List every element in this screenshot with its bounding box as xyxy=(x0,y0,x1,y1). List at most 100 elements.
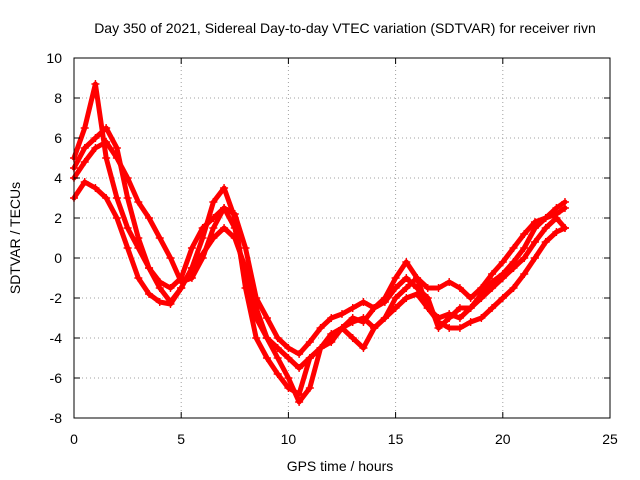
data-point xyxy=(112,154,121,162)
data-point xyxy=(413,274,422,282)
data-point xyxy=(112,144,121,152)
data-point xyxy=(509,244,518,252)
gridlines xyxy=(74,58,610,418)
data-point xyxy=(123,244,132,252)
y-tick-label: -8 xyxy=(50,410,63,426)
data-point xyxy=(252,294,261,302)
data-point xyxy=(80,124,89,132)
data-point xyxy=(273,354,282,362)
data-point xyxy=(391,274,400,282)
data-point xyxy=(541,238,550,246)
data-point xyxy=(284,354,293,362)
data-point xyxy=(530,254,539,262)
y-tick-label: 10 xyxy=(46,50,62,66)
data-point xyxy=(134,198,143,206)
data-point xyxy=(560,224,569,232)
data-point xyxy=(187,244,196,252)
y-tick-label: -2 xyxy=(50,290,63,306)
data-point xyxy=(220,204,229,212)
data-point xyxy=(509,284,518,292)
data-point xyxy=(305,338,314,346)
data-point xyxy=(402,274,411,282)
data-point xyxy=(338,324,346,332)
data-point xyxy=(316,324,325,332)
data-point xyxy=(295,398,304,406)
data-point xyxy=(273,334,282,342)
data-point xyxy=(305,384,314,392)
data-point xyxy=(273,344,282,352)
y-tick-label: -4 xyxy=(50,330,63,346)
data-point xyxy=(145,290,154,298)
data-point xyxy=(423,284,432,292)
data-point xyxy=(284,374,293,382)
x-tick-label: 25 xyxy=(602,431,618,447)
data-point xyxy=(402,284,411,292)
data-point xyxy=(220,224,229,232)
data-point xyxy=(434,284,443,292)
data-point xyxy=(134,274,143,282)
data-point xyxy=(145,264,154,272)
data-point xyxy=(530,238,539,246)
data-point xyxy=(477,314,486,322)
data-point xyxy=(552,210,561,218)
data-point xyxy=(305,354,314,362)
data-point xyxy=(80,158,89,166)
data-point xyxy=(488,284,497,292)
data-point xyxy=(488,304,497,312)
data-point xyxy=(520,270,529,278)
data-point xyxy=(348,304,357,312)
x-tick-label: 5 xyxy=(177,431,185,447)
data-point xyxy=(391,294,400,302)
data-point xyxy=(359,298,368,306)
data-point xyxy=(155,234,164,242)
data-point xyxy=(477,284,486,292)
data-point xyxy=(541,224,550,232)
data-point xyxy=(477,294,486,302)
data-point xyxy=(338,310,346,318)
data-point xyxy=(166,284,175,292)
data-point xyxy=(198,224,207,232)
data-point xyxy=(241,244,250,252)
data-point xyxy=(273,370,282,378)
data-point xyxy=(262,334,271,342)
x-axis-label: GPS time / hours xyxy=(287,458,394,474)
data-point xyxy=(112,194,121,202)
data-point xyxy=(187,274,196,282)
data-point xyxy=(391,304,400,312)
data-point xyxy=(445,324,454,332)
data-point xyxy=(413,290,422,298)
data-point xyxy=(520,244,529,252)
data-point xyxy=(455,304,464,312)
data-point xyxy=(455,314,464,322)
data-point xyxy=(252,334,261,342)
data-point xyxy=(262,354,271,362)
data-point xyxy=(445,278,454,286)
data-point xyxy=(91,80,100,88)
data-point xyxy=(112,214,121,222)
x-tick-label: 0 xyxy=(70,431,78,447)
data-point xyxy=(402,258,411,266)
data-point xyxy=(498,258,507,266)
plot-frame xyxy=(73,57,611,419)
data-point xyxy=(560,204,569,212)
data-point xyxy=(530,218,539,226)
data-point xyxy=(466,294,475,302)
data-point xyxy=(102,138,111,146)
data-point xyxy=(80,144,89,152)
data-point xyxy=(284,344,293,352)
y-tick-label: 4 xyxy=(54,170,62,186)
axis-ticks: 0 5 10 15 20 25 -8 -6 -4 -2 0 2 4 6 8 10 xyxy=(46,50,618,447)
data-point xyxy=(123,174,132,182)
data-point xyxy=(91,144,100,152)
data-point xyxy=(230,234,239,242)
data-point xyxy=(145,214,154,222)
data-point xyxy=(445,310,454,318)
data-point xyxy=(370,304,379,312)
data-point xyxy=(155,278,164,286)
series-line xyxy=(71,125,568,405)
y-tick-label: 6 xyxy=(54,130,62,146)
data-point xyxy=(102,124,111,132)
data-point xyxy=(327,330,336,338)
series-track-4 xyxy=(70,138,569,358)
